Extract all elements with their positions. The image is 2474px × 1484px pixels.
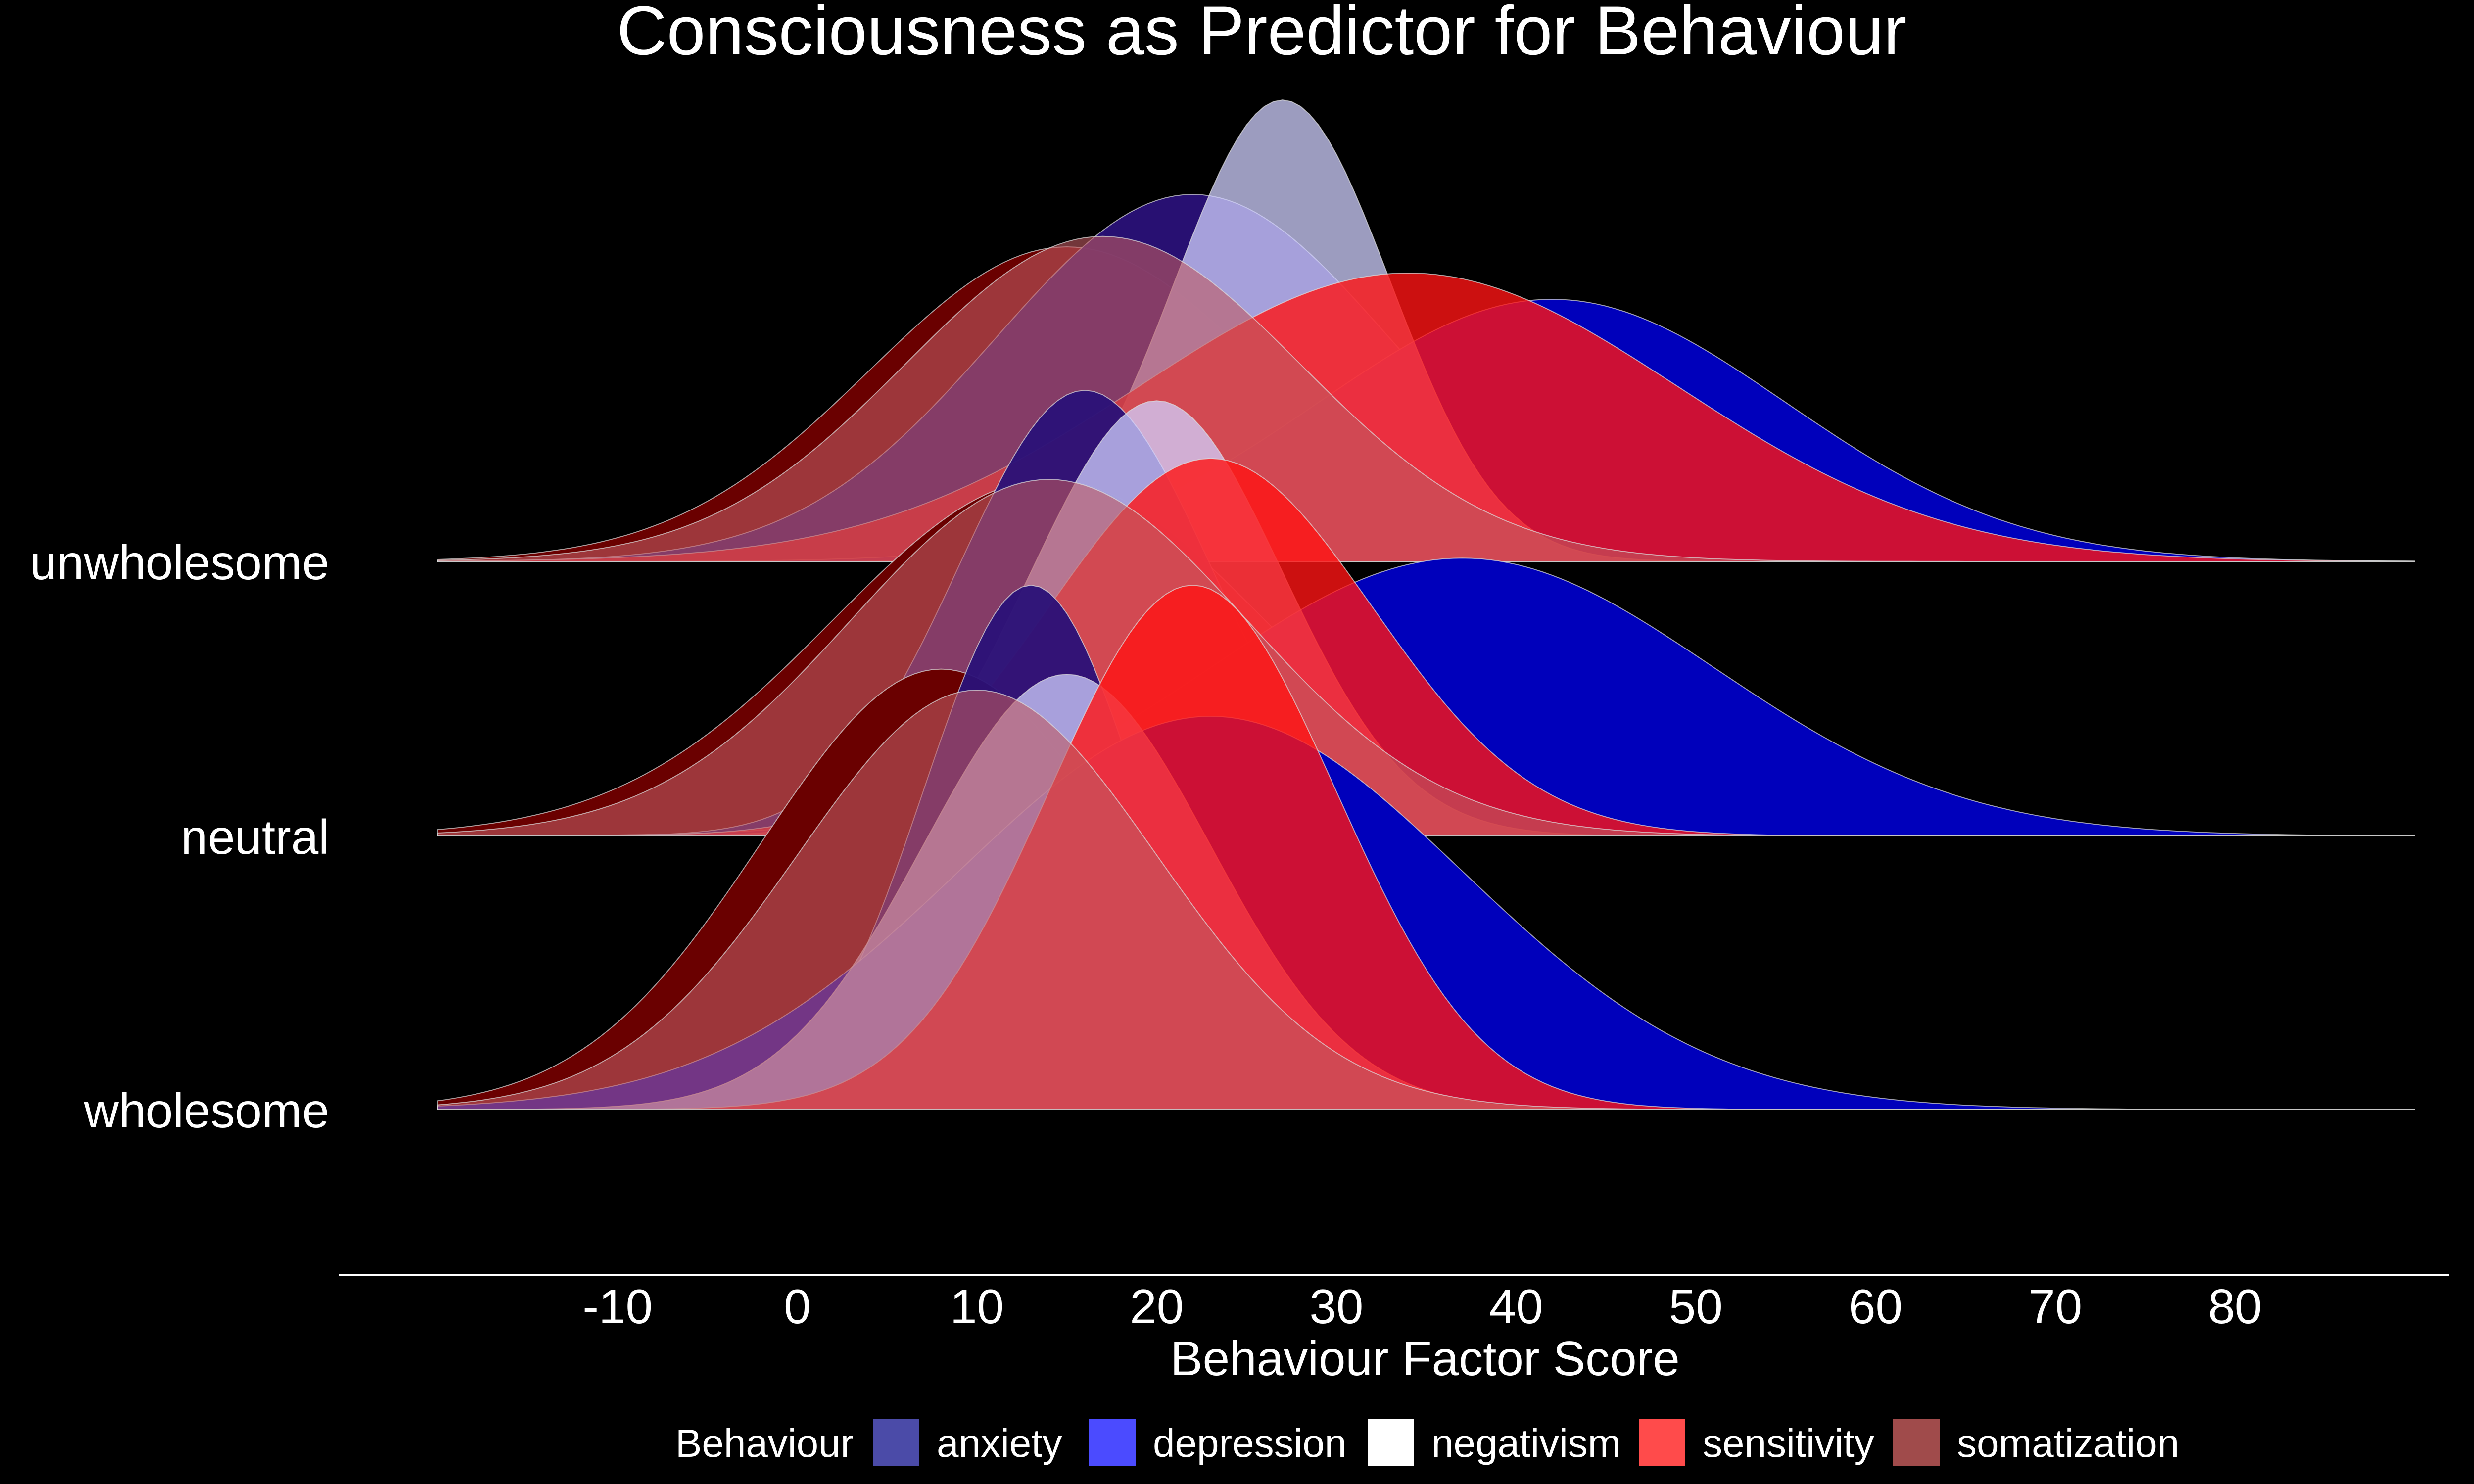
x-tick-label: 50 — [1669, 1279, 1723, 1334]
x-tick-labels: -10 0 10 20 30 40 50 60 70 80 — [582, 1279, 2262, 1334]
legend-swatch-negativism — [1367, 1418, 1415, 1467]
legend-label-sensitivity: sensitivity — [1703, 1421, 1874, 1465]
legend-label-somatization: somatization — [1957, 1421, 2179, 1465]
legend-label-anxiety: anxiety — [937, 1421, 1062, 1465]
x-tick-label: 30 — [1309, 1279, 1363, 1334]
legend: Behaviour anxiety depression negativism sens… — [675, 1418, 2179, 1467]
legend-label-negativism: negativism — [1431, 1421, 1620, 1465]
legend-swatch-somatization — [1892, 1418, 1941, 1467]
legend-swatch-depression — [1088, 1418, 1137, 1467]
x-tick-label: 10 — [950, 1279, 1004, 1334]
x-tick-label: -10 — [582, 1279, 653, 1334]
x-tick-label: 70 — [2028, 1279, 2082, 1334]
category-label-unwholesome: unwholesome — [30, 535, 329, 590]
ridge-unwholesome — [437, 99, 2415, 562]
category-label-wholesome: wholesome — [83, 1083, 329, 1138]
x-tick-label: 0 — [784, 1279, 811, 1334]
category-labels: wholesome neutral unwholesome — [30, 535, 329, 1138]
ridges-layer — [437, 99, 2415, 1110]
legend-title: Behaviour — [675, 1421, 854, 1465]
x-tick-label: 40 — [1489, 1279, 1543, 1334]
chart-title: Consciousness as Predictor for Behaviour — [617, 0, 1907, 69]
x-axis-label: Behaviour Factor Score — [1170, 1331, 1679, 1386]
legend-swatch-sensitivity — [1638, 1418, 1686, 1467]
legend-label-depression: depression — [1153, 1421, 1346, 1465]
x-tick-label: 80 — [2208, 1279, 2262, 1334]
category-label-neutral: neutral — [181, 810, 329, 864]
legend-swatch-anxiety — [872, 1418, 920, 1467]
x-tick-label: 60 — [1849, 1279, 1903, 1334]
x-tick-label: 20 — [1130, 1279, 1184, 1334]
ridge-wholesome — [437, 584, 2415, 1110]
